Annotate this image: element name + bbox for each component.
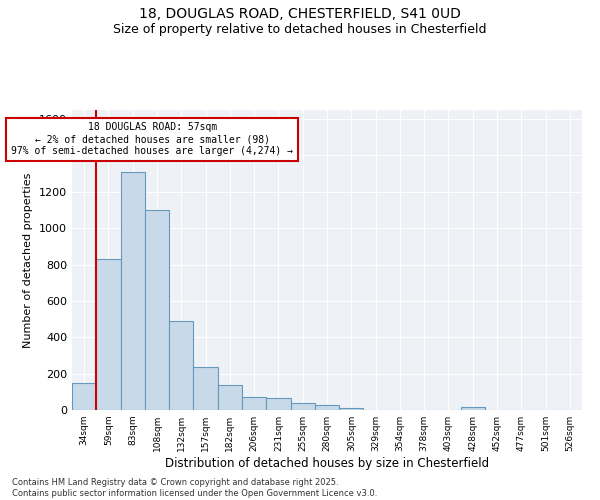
Text: 18, DOUGLAS ROAD, CHESTERFIELD, S41 0UD: 18, DOUGLAS ROAD, CHESTERFIELD, S41 0UD [139,8,461,22]
Bar [315,406,339,410]
Bar [266,398,290,410]
Bar [145,210,169,410]
Bar [121,172,145,410]
Bar [169,321,193,410]
Text: 18 DOUGLAS ROAD: 57sqm
← 2% of detached houses are smaller (98)
97% of semi-deta: 18 DOUGLAS ROAD: 57sqm ← 2% of detached … [11,122,293,156]
Bar [72,382,96,410]
Bar [96,259,121,410]
Text: Contains HM Land Registry data © Crown copyright and database right 2025.
Contai: Contains HM Land Registry data © Crown c… [12,478,377,498]
Bar [290,403,315,410]
Bar [461,408,485,410]
X-axis label: Distribution of detached houses by size in Chesterfield: Distribution of detached houses by size … [165,457,489,470]
Text: Size of property relative to detached houses in Chesterfield: Size of property relative to detached ho… [113,22,487,36]
Bar [193,368,218,410]
Bar [242,398,266,410]
Bar [339,408,364,410]
Y-axis label: Number of detached properties: Number of detached properties [23,172,34,348]
Bar [218,386,242,410]
